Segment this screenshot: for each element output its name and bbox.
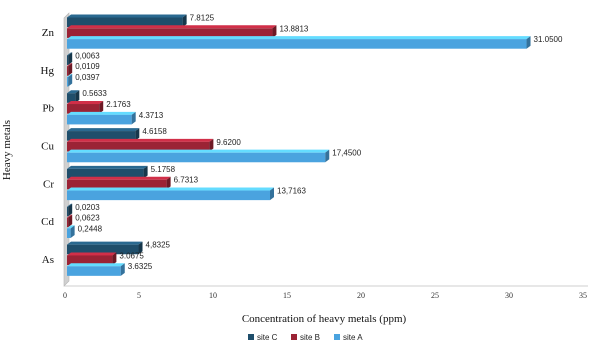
- category-label: Cr: [43, 178, 54, 190]
- legend-item: site C: [248, 333, 278, 342]
- category-label: Zn: [42, 27, 55, 39]
- x-tick-label: 15: [283, 291, 291, 300]
- bar-value-label: 9.6200: [216, 138, 241, 147]
- x-tick-label: 30: [505, 291, 513, 300]
- bar-value-label: 17,4500: [332, 149, 361, 158]
- bar: [67, 36, 531, 49]
- x-axis-title: Concentration of heavy metals (ppm): [242, 313, 407, 325]
- category-label: Pb: [42, 103, 54, 115]
- bar-value-label: 0,0203: [75, 203, 100, 212]
- bars: [67, 14, 531, 276]
- bar: [67, 187, 275, 201]
- bar: [67, 90, 80, 103]
- bar: [67, 101, 104, 114]
- bar: [67, 176, 171, 190]
- bar-value-label: 0,0397: [75, 73, 100, 82]
- category-label: Cd: [41, 216, 54, 228]
- bar-value-label: 0,0109: [75, 62, 100, 71]
- bar: [67, 73, 73, 87]
- bar: [67, 111, 136, 125]
- bar-value-label: 4,8325: [146, 241, 171, 250]
- legend-swatch: [248, 334, 254, 340]
- bar-value-label: 4.3713: [139, 111, 164, 120]
- bar-value-label: 31.0500: [534, 35, 563, 44]
- bar-value-label: 2.1763: [106, 100, 131, 109]
- bar: [67, 25, 277, 38]
- bar-value-label: 0,0623: [75, 214, 100, 223]
- bar: [67, 241, 143, 255]
- bar: [67, 14, 187, 28]
- x-tick-label: 0: [63, 291, 67, 300]
- y-axis-title: Heavy metals: [1, 120, 13, 180]
- bar: [67, 52, 73, 65]
- bar: [67, 203, 73, 217]
- x-tick-label: 10: [209, 291, 217, 300]
- x-tick-label: 20: [357, 291, 365, 300]
- bar-value-label: 4.6158: [142, 127, 167, 136]
- x-tick-label: 25: [431, 291, 439, 300]
- bar-value-label: 7.8125: [190, 14, 215, 23]
- bar-value-label: 3.0675: [119, 251, 144, 260]
- legend-item: site A: [334, 333, 363, 342]
- bar: [67, 263, 125, 276]
- bar-value-label: 0.5633: [82, 89, 107, 98]
- bar: [67, 138, 214, 152]
- bar-value-label: 3.6325: [128, 262, 153, 271]
- bar-value-label: 0,0063: [75, 51, 100, 60]
- legend: site C site B site A: [248, 333, 363, 342]
- bar-value-label: 6.7313: [174, 176, 199, 185]
- bar: [67, 252, 117, 266]
- category-labels: Zn Hg Pb Cu Cr Cd As: [41, 27, 55, 266]
- legend-label: site A: [343, 333, 363, 342]
- bar-value-label: 13.8813: [279, 24, 308, 33]
- bar-labels: 7.8125 13.8813 31.0500 0,0063 0,0109 0,0397 0.…: [75, 14, 563, 272]
- x-tick-label: 35: [579, 291, 587, 300]
- bar-value-label: 5.1758: [151, 165, 176, 174]
- category-label: Hg: [41, 65, 55, 77]
- bar: [67, 225, 75, 238]
- bar: [67, 128, 140, 141]
- legend-swatch: [334, 334, 340, 340]
- category-label: Cu: [41, 140, 54, 152]
- legend-label: site C: [257, 333, 278, 342]
- bar: [67, 149, 330, 163]
- legend-item: site B: [291, 333, 320, 342]
- x-tick-labels: 0 5 10 15 20 25 30 35: [63, 291, 587, 300]
- bar-value-label: 13,7163: [277, 187, 306, 196]
- bar: [67, 214, 73, 228]
- bar: [67, 165, 148, 179]
- bar: [67, 63, 73, 76]
- bar-value-label: 0,2448: [78, 224, 103, 233]
- x-tick-label: 5: [137, 291, 141, 300]
- category-label: As: [42, 254, 54, 266]
- legend-label: site B: [300, 333, 320, 342]
- legend-swatch: [291, 334, 297, 340]
